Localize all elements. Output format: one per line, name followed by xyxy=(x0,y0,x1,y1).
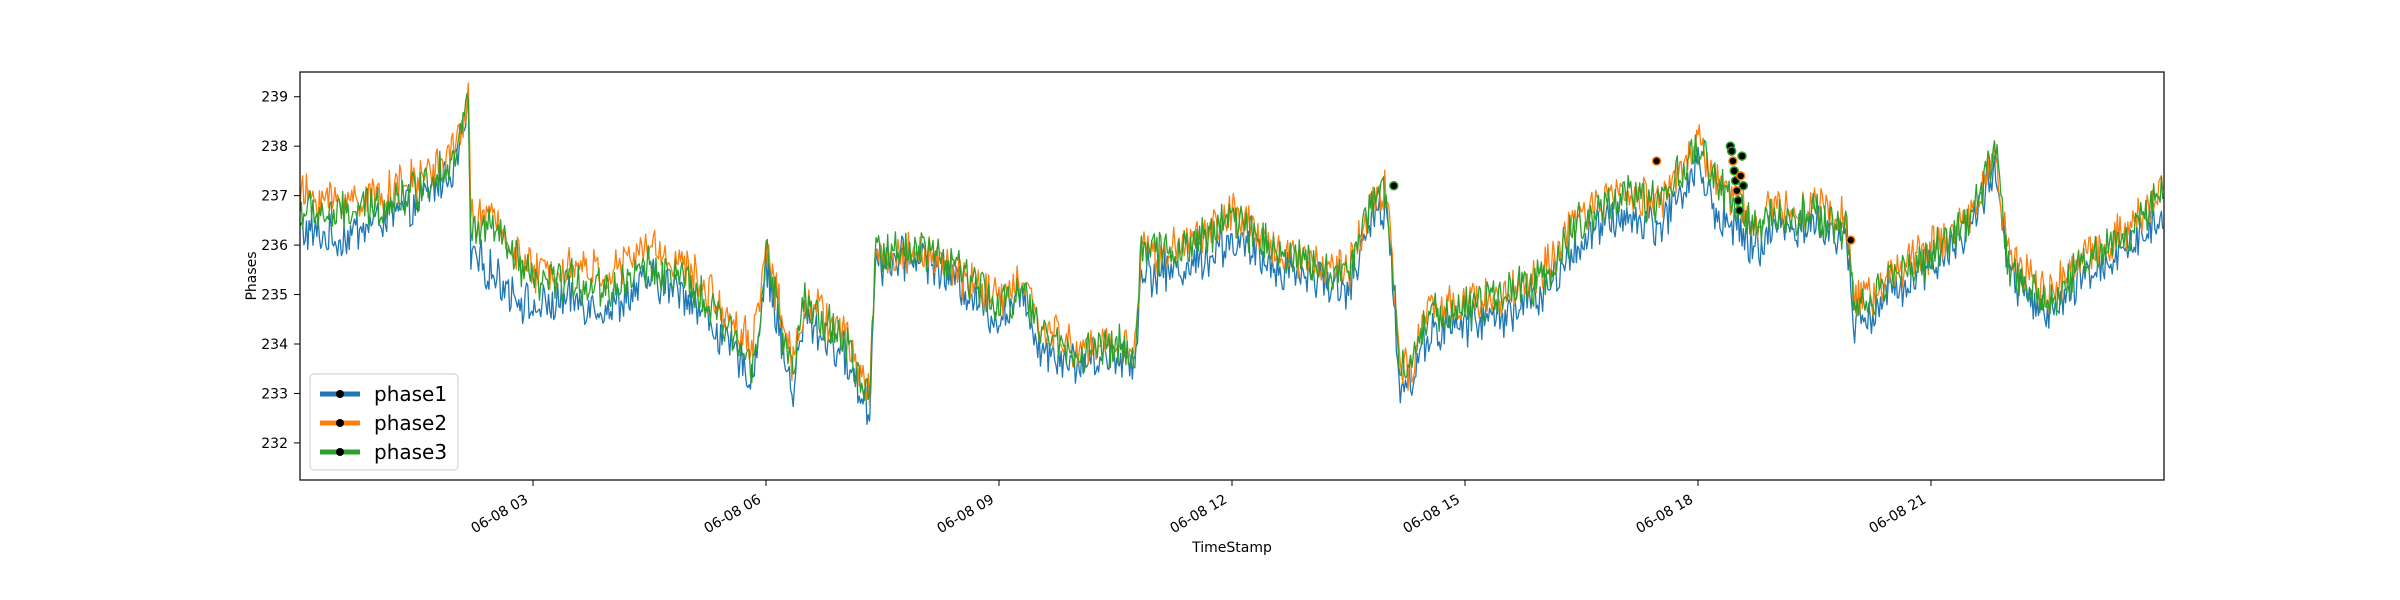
y-axis-ticks: 232 233 234 235 236 237 238 239 xyxy=(261,90,300,452)
y-tick-label: 236 xyxy=(261,238,288,254)
legend-marker-phase1 xyxy=(336,390,344,398)
x-tick-label: 06-08 12 xyxy=(1167,492,1230,537)
anomaly-marker xyxy=(1732,185,1742,196)
series-line-phase1 xyxy=(300,97,2164,425)
plot-area-frame xyxy=(299,71,2165,481)
x-tick-label: 06-08 18 xyxy=(1633,492,1696,537)
anomaly-marker xyxy=(1729,166,1739,176)
series-line-phase2 xyxy=(300,82,2164,407)
x-tick-label: 06-08 15 xyxy=(1400,492,1463,537)
legend-item-phase3: phase3 xyxy=(320,440,447,464)
x-tick-label: 06-08 03 xyxy=(468,492,531,537)
legend-item-phase1: phase1 xyxy=(320,382,447,406)
legend-label-phase2: phase2 xyxy=(374,411,447,435)
legend-label-phase3: phase3 xyxy=(374,440,447,464)
legend: phase1 phase2 phase3 xyxy=(309,373,459,471)
anomaly-marker xyxy=(1726,146,1737,156)
anomaly-marker xyxy=(1728,156,1738,166)
y-tick-label: 233 xyxy=(261,386,288,402)
anomaly-marker xyxy=(1845,235,1856,245)
y-tick-label: 237 xyxy=(261,189,288,205)
x-tick-label: 06-08 06 xyxy=(701,492,764,537)
legend-label-phase1: phase1 xyxy=(374,382,447,406)
x-axis-ticks: 06-08 03 06-08 06 06-08 09 06-08 12 06-08 15… xyxy=(468,480,1932,537)
x-axis-label: TimeStamp xyxy=(1191,540,1272,556)
series-layer xyxy=(300,82,2164,425)
x-tick-label: 06-08 21 xyxy=(1866,492,1929,537)
anomaly-marker xyxy=(1737,151,1747,161)
legend-box xyxy=(309,373,459,471)
y-tick-label: 234 xyxy=(261,337,288,353)
anomaly-marker xyxy=(1389,181,1399,191)
y-tick-label: 235 xyxy=(261,288,288,304)
anomaly-marker xyxy=(1735,171,1746,181)
anomaly-marker xyxy=(1733,195,1743,206)
y-axis-label: Phases xyxy=(244,251,260,300)
anomaly-marker xyxy=(1651,156,1662,166)
marker-layer xyxy=(1389,141,1856,245)
legend-marker-phase3 xyxy=(336,448,344,456)
series-line-phase3 xyxy=(300,93,2164,402)
x-tick-label: 06-08 09 xyxy=(934,492,997,537)
anomaly-marker xyxy=(1734,205,1745,216)
y-tick-label: 238 xyxy=(261,139,288,155)
y-tick-label: 239 xyxy=(261,90,288,106)
anomaly-marker xyxy=(1738,181,1749,191)
legend-marker-phase2 xyxy=(336,419,344,427)
y-tick-label: 232 xyxy=(261,436,288,452)
legend-item-phase2: phase2 xyxy=(320,411,447,435)
